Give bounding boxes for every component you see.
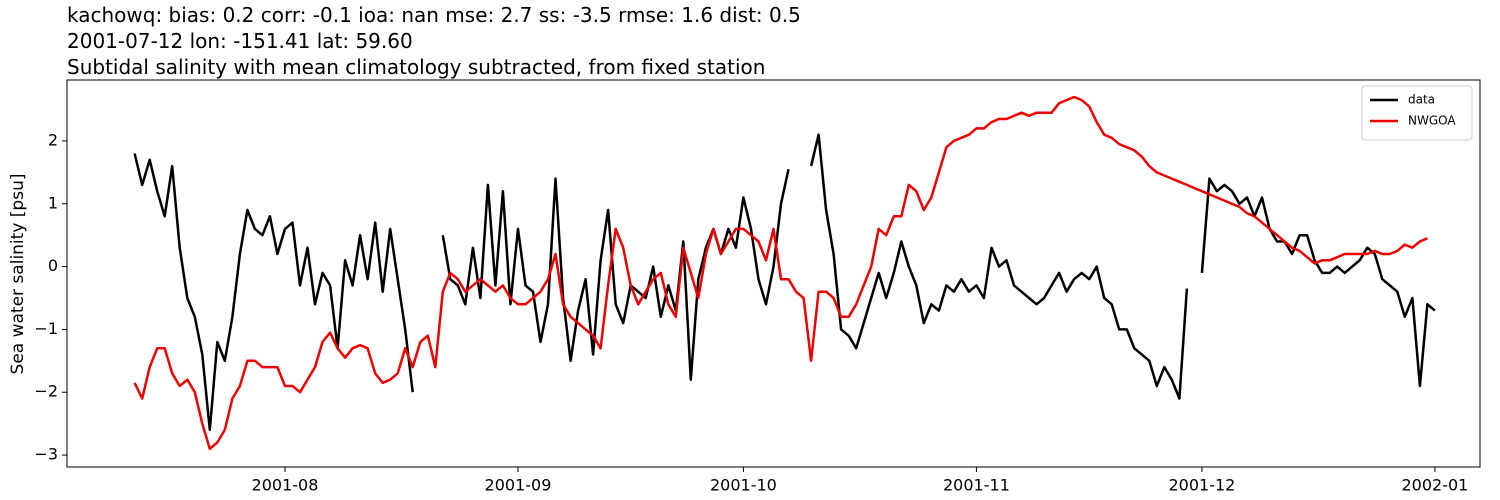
y-axis-label: Sea water salinity [psu] [8, 174, 28, 375]
x-tick-label: 2001-08 [252, 476, 319, 495]
y-tick-label: −3 [34, 445, 58, 464]
chart-subtitle: 2001-07-12 lon: -151.41 lat: 59.60 [67, 29, 413, 53]
plot-frame [66, 79, 1481, 468]
x-tick-label: 2001-10 [710, 476, 777, 495]
legend-label: NWGOA [1408, 114, 1456, 128]
y-tick-label: −1 [34, 319, 58, 338]
chart-title: kachowq: bias: 0.2 corr: -0.1 ioa: nan m… [67, 3, 801, 27]
legend-label: data [1408, 93, 1435, 107]
y-tick-label: 2 [48, 130, 58, 149]
x-tick-label: 2001-11 [943, 476, 1010, 495]
line-series [133, 95, 1428, 451]
x-tick-label: 2001-12 [1168, 476, 1235, 495]
y-tick-label: 1 [48, 193, 58, 212]
line-series [133, 133, 1436, 432]
x-tick-label: 2002-01 [1401, 476, 1468, 495]
y-tick-label: 0 [48, 256, 58, 275]
chart-description: Subtidal salinity with mean climatology … [67, 55, 765, 79]
x-tick-label: 2001-09 [485, 476, 552, 495]
y-tick-label: −2 [34, 382, 58, 401]
